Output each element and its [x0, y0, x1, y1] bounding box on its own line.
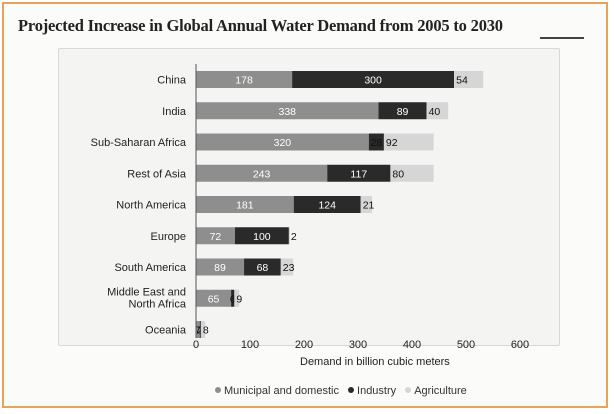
bar-oceania-industry: [199, 321, 201, 338]
data-label-north-america-municipal-and-domestic: 181: [236, 200, 254, 212]
data-label-sub-saharan-africa-municipal-and-domestic: 320: [274, 137, 292, 149]
x-axis-label: Demand in billion cubic meters: [300, 356, 450, 368]
legend-label-industry: Industry: [357, 385, 397, 397]
bar-rest-of-asia-industry: [327, 164, 391, 182]
data-label-india-agriculture: 40: [429, 106, 441, 118]
legend-swatch-municipal: [215, 387, 221, 393]
data-label-sub-saharan-africa-industry: 28: [371, 137, 383, 149]
bar-middle-east-and-north-africa-municipal-and-domestic: [196, 289, 232, 307]
data-label-middle-east-and-north-africa-agriculture: 9: [236, 293, 242, 305]
legend-swatch-agriculture: [405, 387, 412, 393]
x-tick-label-0: 0: [193, 339, 199, 351]
bar-north-america-municipal-and-domestic: [196, 196, 294, 213]
legend-item-municipal: Municipal and domestic: [215, 385, 339, 397]
data-label-china-agriculture: 54: [456, 75, 468, 87]
legend: Municipal and domestic Industry Agricult…: [215, 385, 473, 397]
category-label-sub-saharan-africa: Sub-Saharan Africa: [91, 137, 187, 149]
x-tick-label-600: 600: [511, 339, 529, 351]
bar-europe-municipal-and-domestic: [196, 227, 235, 245]
data-label-north-america-industry: 124: [318, 200, 336, 212]
category-label-oceania: Oceania: [145, 325, 187, 337]
category-label-middle-east-and-north-africa: Middle East and North Africa: [107, 286, 187, 310]
x-tick-label-500: 500: [457, 339, 475, 351]
data-label-sub-saharan-africa-agriculture: 92: [386, 137, 398, 149]
title-underline: [540, 37, 584, 39]
data-label-china-industry: 300: [364, 75, 382, 87]
category-label-china: China: [157, 75, 187, 87]
data-label-europe-agriculture: 2: [291, 231, 297, 243]
bar-europe-industry: [234, 227, 289, 245]
bar-sub-saharan-africa-industry: [368, 133, 384, 151]
data-label-middle-east-and-north-africa-municipal-and-domestic: 65: [208, 293, 220, 305]
bar-rest-of-asia-agriculture: [390, 164, 434, 182]
bar-north-america-industry: [293, 196, 361, 213]
bar-europe-agriculture: [288, 227, 290, 245]
bar-oceania-municipal-and-domestic: [196, 321, 200, 338]
bar-sub-saharan-africa-municipal-and-domestic: [196, 133, 369, 151]
bar-rest-of-asia-municipal-and-domestic: [196, 164, 328, 182]
bar-india-municipal-and-domestic: [196, 102, 379, 120]
x-tick-label-400: 400: [403, 339, 421, 351]
bar-middle-east-and-north-africa-agriculture: [234, 289, 240, 307]
data-label-north-america-agriculture: 21: [363, 200, 375, 212]
data-label-rest-of-asia-agriculture: 80: [392, 168, 404, 180]
bar-south-america-industry: [244, 258, 281, 276]
data-label-europe-municipal-and-domestic: 72: [210, 231, 222, 243]
legend-item-industry: Industry: [348, 385, 396, 397]
data-label-india-municipal-and-domestic: 338: [278, 106, 296, 118]
bar-china-municipal-and-domestic: [196, 71, 293, 88]
bar-china-agriculture: [454, 71, 484, 88]
data-label-south-america-municipal-and-domestic: 89: [214, 262, 226, 274]
data-label-middle-east-and-north-africa-industry: 6: [230, 293, 236, 305]
data-label-china-municipal-and-domestic: 178: [235, 75, 253, 87]
data-label-europe-industry: 100: [253, 231, 271, 243]
legend-label-agriculture: Agriculture: [414, 385, 467, 397]
data-label-oceania-industry: 2: [197, 325, 203, 337]
x-tick-label-200: 200: [295, 339, 313, 351]
x-tick-label-300: 300: [349, 339, 367, 351]
legend-label-municipal: Municipal and domestic: [224, 385, 339, 397]
data-label-oceania-agriculture: 8: [203, 325, 209, 337]
x-tick-label-100: 100: [241, 339, 259, 351]
data-label-rest-of-asia-industry: 117: [350, 168, 367, 180]
data-label-india-industry: 89: [397, 106, 409, 118]
data-label-oceania-municipal-and-domestic: 7: [195, 325, 201, 337]
category-label-south-america: South America: [114, 262, 186, 274]
bar-china-industry: [292, 71, 455, 88]
category-label-north-america: North America: [116, 200, 187, 212]
category-label-india: India: [162, 106, 187, 118]
chart-title: Projected Increase in Global Annual Wate…: [18, 16, 503, 35]
bar-south-america-municipal-and-domestic: [196, 258, 245, 276]
category-label-rest-of-asia: Rest of Asia: [127, 168, 187, 180]
bar-south-america-agriculture: [280, 258, 294, 276]
legend-item-agriculture: Agriculture: [405, 385, 467, 397]
bar-north-america-agriculture: [360, 196, 373, 213]
bar-middle-east-and-north-africa-industry: [231, 289, 235, 307]
data-label-rest-of-asia-municipal-and-domestic: 243: [253, 168, 271, 180]
bar-india-industry: [378, 102, 427, 120]
data-label-south-america-agriculture: 23: [283, 262, 295, 274]
bar-oceania-agriculture: [200, 321, 206, 338]
bar-india-agriculture: [426, 102, 449, 120]
bar-sub-saharan-africa-agriculture: [383, 133, 434, 151]
legend-swatch-industry: [348, 387, 355, 393]
category-label-europe: Europe: [151, 231, 186, 243]
data-label-south-america-industry: 68: [257, 262, 269, 274]
